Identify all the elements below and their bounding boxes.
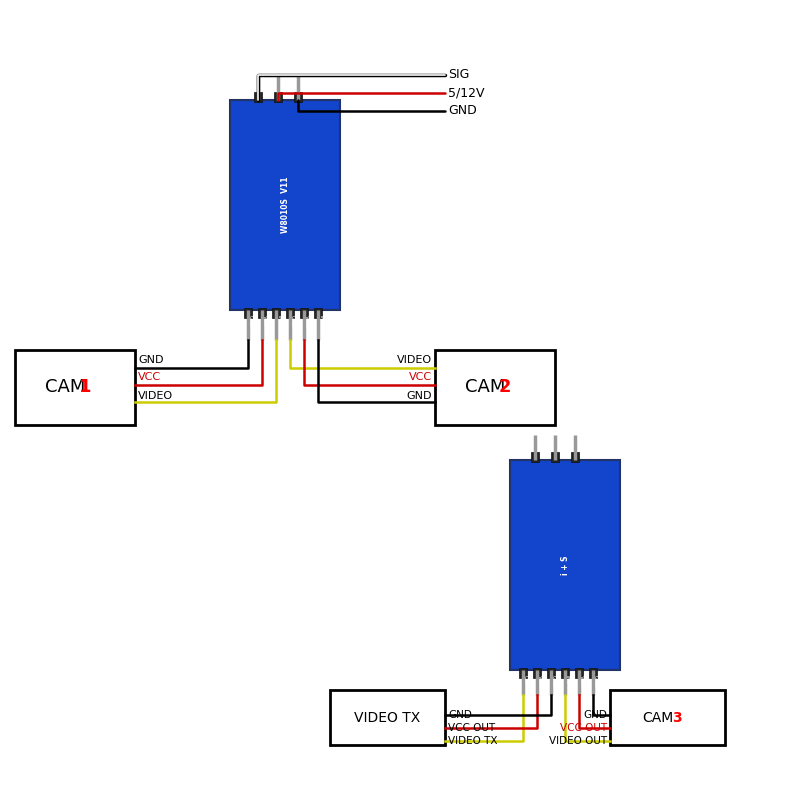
Text: i + S: i + S	[561, 555, 570, 574]
Text: VCC: VCC	[579, 675, 584, 686]
Bar	[274, 92, 282, 102]
Bar	[15, 350, 135, 425]
Text: GND: GND	[551, 675, 556, 688]
Text: 3: 3	[672, 710, 682, 725]
Text: OUT: OUT	[523, 675, 528, 686]
Text: VCC2: VCC2	[304, 315, 309, 330]
Text: IN1: IN1	[276, 315, 281, 324]
Bar	[314, 308, 322, 318]
Text: GND: GND	[593, 675, 598, 688]
Text: VIDEO TX: VIDEO TX	[354, 710, 421, 725]
Bar	[258, 308, 266, 318]
Text: VCC: VCC	[138, 372, 161, 382]
Bar	[435, 350, 555, 425]
Text: VIDEO TX: VIDEO TX	[448, 736, 498, 746]
Text: VIDEO: VIDEO	[138, 391, 173, 401]
Bar	[531, 452, 539, 462]
Bar	[300, 308, 308, 318]
Bar	[561, 668, 569, 678]
Text: GND: GND	[583, 710, 607, 720]
Text: VCC OUT: VCC OUT	[560, 723, 607, 733]
Text: IN3: IN3	[565, 675, 570, 684]
Bar	[571, 452, 579, 462]
Text: VCC: VCC	[409, 372, 432, 382]
Text: VIDEO: VIDEO	[397, 355, 432, 365]
Text: GND: GND	[138, 355, 163, 365]
Bar	[575, 668, 583, 678]
Text: IN2: IN2	[318, 315, 323, 324]
Text: GND: GND	[448, 105, 477, 118]
Text: VCC OUT: VCC OUT	[448, 723, 495, 733]
Text: 2: 2	[499, 378, 511, 397]
Bar	[286, 308, 294, 318]
Bar	[254, 92, 262, 102]
Bar	[589, 668, 597, 678]
Text: GND: GND	[406, 391, 432, 401]
Bar	[230, 100, 340, 310]
Text: CAM: CAM	[642, 710, 674, 725]
Bar	[610, 690, 725, 745]
Text: 5/12V: 5/12V	[448, 86, 485, 99]
Text: W8010S  V11: W8010S V11	[281, 177, 290, 234]
Bar	[330, 690, 445, 745]
Text: VCC: VCC	[537, 675, 542, 686]
Bar	[519, 668, 527, 678]
Bar	[533, 668, 541, 678]
Text: SIG: SIG	[448, 69, 470, 82]
Bar	[272, 308, 280, 318]
Bar	[244, 308, 252, 318]
Text: CAM: CAM	[46, 378, 86, 397]
Bar	[294, 92, 302, 102]
Text: CAM: CAM	[466, 378, 506, 397]
Text: GND: GND	[248, 315, 253, 328]
Text: GND: GND	[448, 710, 472, 720]
Bar	[551, 452, 559, 462]
Text: VCC: VCC	[262, 315, 267, 326]
Text: GND: GND	[290, 315, 295, 328]
Bar	[510, 460, 620, 670]
Bar	[547, 668, 555, 678]
Text: VIDEO OUT: VIDEO OUT	[549, 736, 607, 746]
Text: 1: 1	[79, 378, 91, 397]
